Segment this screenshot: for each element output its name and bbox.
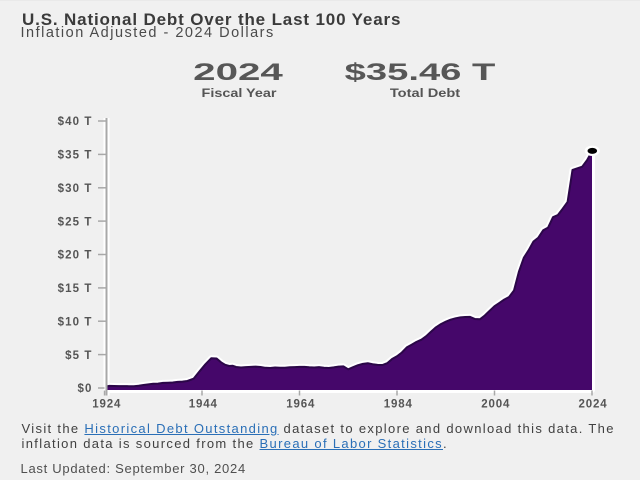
svg-text:$35 T: $35 T xyxy=(58,150,93,162)
svg-text:$40 T: $40 T xyxy=(58,116,93,128)
svg-text:2024: 2024 xyxy=(579,399,608,411)
svg-text:1984: 1984 xyxy=(384,399,413,411)
svg-text:$20 T: $20 T xyxy=(58,250,93,262)
svg-text:$30 T: $30 T xyxy=(58,183,93,195)
svg-text:2004: 2004 xyxy=(481,399,510,411)
svg-text:$0: $0 xyxy=(78,383,93,395)
svg-text:1964: 1964 xyxy=(286,399,315,411)
svg-text:$25 T: $25 T xyxy=(58,216,93,228)
svg-text:1924: 1924 xyxy=(92,399,121,411)
svg-text:1944: 1944 xyxy=(189,399,218,411)
svg-text:$15 T: $15 T xyxy=(58,283,93,295)
svg-text:$5 T: $5 T xyxy=(65,350,92,362)
svg-text:$10 T: $10 T xyxy=(58,316,93,328)
